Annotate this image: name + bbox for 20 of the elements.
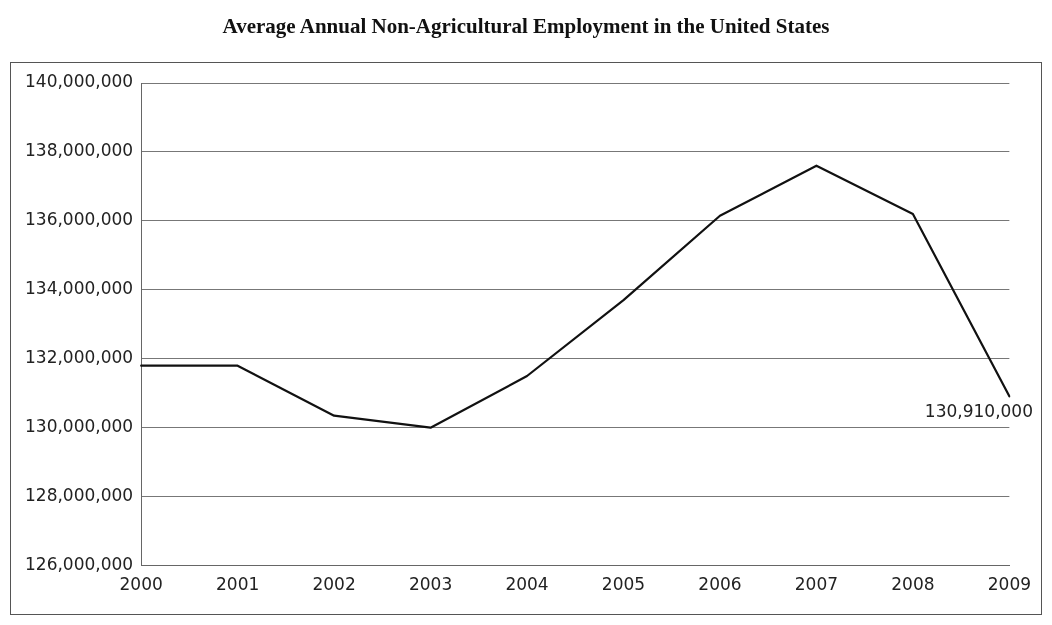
x-tick-label: 2001	[215, 574, 260, 595]
y-tick-label: 134,000,000	[24, 278, 134, 299]
data-label: 130,910,000	[924, 400, 1034, 421]
x-tick-label: 2000	[119, 574, 163, 595]
x-tick-label: 2008	[891, 574, 935, 595]
y-tick-label: 130,000,000	[24, 416, 134, 437]
y-tick-label: 128,000,000	[24, 485, 134, 506]
y-tick-label: 138,000,000	[24, 140, 134, 161]
y-tick-label: 132,000,000	[24, 347, 134, 368]
x-tick-label: 2006	[698, 574, 742, 595]
x-tick-label: 2009	[987, 574, 1031, 595]
x-tick-label: 2003	[408, 574, 453, 595]
y-tick-label: 136,000,000	[24, 209, 134, 230]
x-tick-label: 2005	[601, 574, 646, 595]
y-tick-label: 126,000,000	[24, 554, 134, 575]
x-tick-label: 2007	[794, 574, 839, 595]
chart-title: Average Annual Non-Agricultural Employment in the United States	[221, 14, 831, 39]
y-tick-label: 140,000,000	[24, 71, 134, 92]
x-tick-label: 2002	[312, 574, 356, 595]
x-tick-label: 2004	[505, 574, 549, 595]
